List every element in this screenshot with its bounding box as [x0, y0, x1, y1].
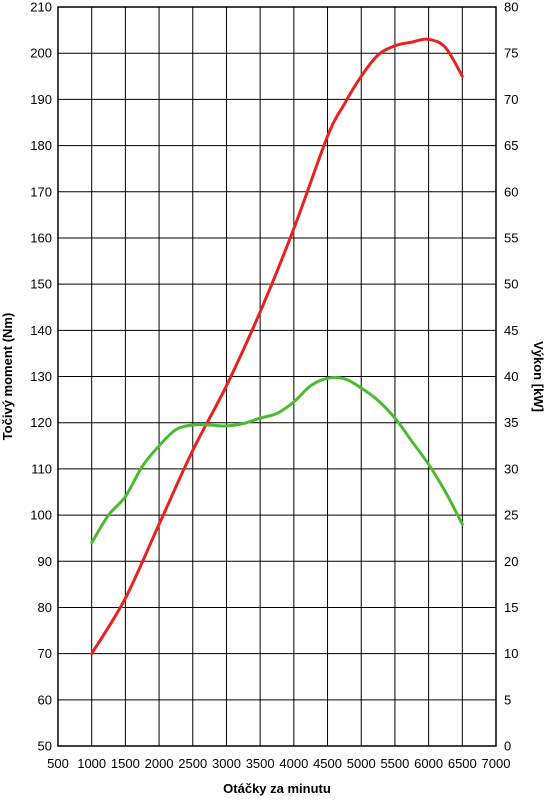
right-tick-label: 35 — [504, 415, 518, 430]
right-tick-label: 10 — [504, 646, 518, 661]
left-tick-label: 190 — [30, 92, 52, 107]
left-tick-label: 210 — [30, 0, 52, 15]
x-tick-label: 5000 — [347, 756, 376, 771]
left-tick-label: 110 — [31, 461, 52, 476]
left-tick-label: 80 — [38, 600, 52, 615]
left-tick-label: 70 — [38, 646, 52, 661]
left-tick-label: 120 — [30, 415, 52, 430]
left-tick-label: 160 — [30, 230, 52, 245]
x-tick-label: 3000 — [212, 756, 241, 771]
right-tick-label: 25 — [504, 508, 518, 523]
right-tick-label: 5 — [504, 692, 511, 707]
right-axis-tick-labels: 0 5 10 15 20 25 30 35 40 45 50 55 60 65 70 75 80 — [504, 0, 518, 754]
left-tick-label: 130 — [30, 369, 52, 384]
right-tick-label: 0 — [504, 739, 511, 754]
x-tick-label: 7000 — [482, 756, 511, 771]
torque-series-line — [90, 376, 464, 545]
right-axis-title: Výkon [kW] — [531, 341, 544, 412]
x-tick-label: 4000 — [279, 756, 308, 771]
series-layer — [90, 37, 464, 656]
left-tick-label: 150 — [30, 277, 52, 292]
grid — [57, 6, 497, 747]
left-tick-label: 180 — [30, 138, 52, 153]
left-tick-label: 90 — [38, 554, 52, 569]
x-axis-title: Otáčky za minutu — [223, 781, 331, 796]
left-axis-tick-labels: 50 60 70 80 90 100 110 120 130 140 150 160 170 180 190… — [30, 0, 52, 754]
x-tick-label: 4500 — [313, 756, 342, 771]
x-tick-label: 3500 — [246, 756, 275, 771]
right-tick-label: 40 — [504, 369, 518, 384]
x-tick-label: 500 — [47, 756, 69, 771]
x-tick-label: 6500 — [448, 756, 477, 771]
left-tick-label: 140 — [30, 323, 52, 338]
x-tick-label: 5500 — [380, 756, 409, 771]
left-tick-label: 60 — [38, 692, 52, 707]
right-tick-label: 50 — [504, 277, 518, 292]
right-tick-label: 80 — [504, 0, 518, 15]
right-tick-label: 70 — [504, 92, 518, 107]
right-tick-label: 55 — [504, 230, 518, 245]
left-axis-title: Točivý moment (Nm) — [0, 313, 15, 441]
x-tick-label: 1000 — [77, 756, 106, 771]
x-tick-label: 1500 — [111, 756, 140, 771]
left-tick-label: 100 — [30, 508, 52, 523]
right-tick-label: 65 — [504, 138, 518, 153]
right-tick-label: 15 — [504, 600, 518, 615]
left-tick-label: 200 — [30, 46, 52, 61]
right-tick-label: 30 — [504, 461, 518, 476]
right-tick-label: 20 — [504, 554, 518, 569]
left-tick-label: 170 — [30, 184, 52, 199]
plot-frame — [57, 6, 497, 747]
power-series-line — [90, 37, 464, 656]
x-axis-tick-labels: 500 1000 1500 2000 2500 3000 3500 4000 4500 5000 5… — [47, 756, 510, 771]
x-tick-label: 6000 — [414, 756, 443, 771]
right-tick-label: 75 — [504, 46, 518, 61]
right-tick-label: 45 — [504, 323, 518, 338]
x-tick-label: 2000 — [145, 756, 174, 771]
x-tick-label: 2500 — [178, 756, 207, 771]
right-tick-label: 60 — [504, 184, 518, 199]
left-tick-label: 50 — [38, 739, 52, 754]
